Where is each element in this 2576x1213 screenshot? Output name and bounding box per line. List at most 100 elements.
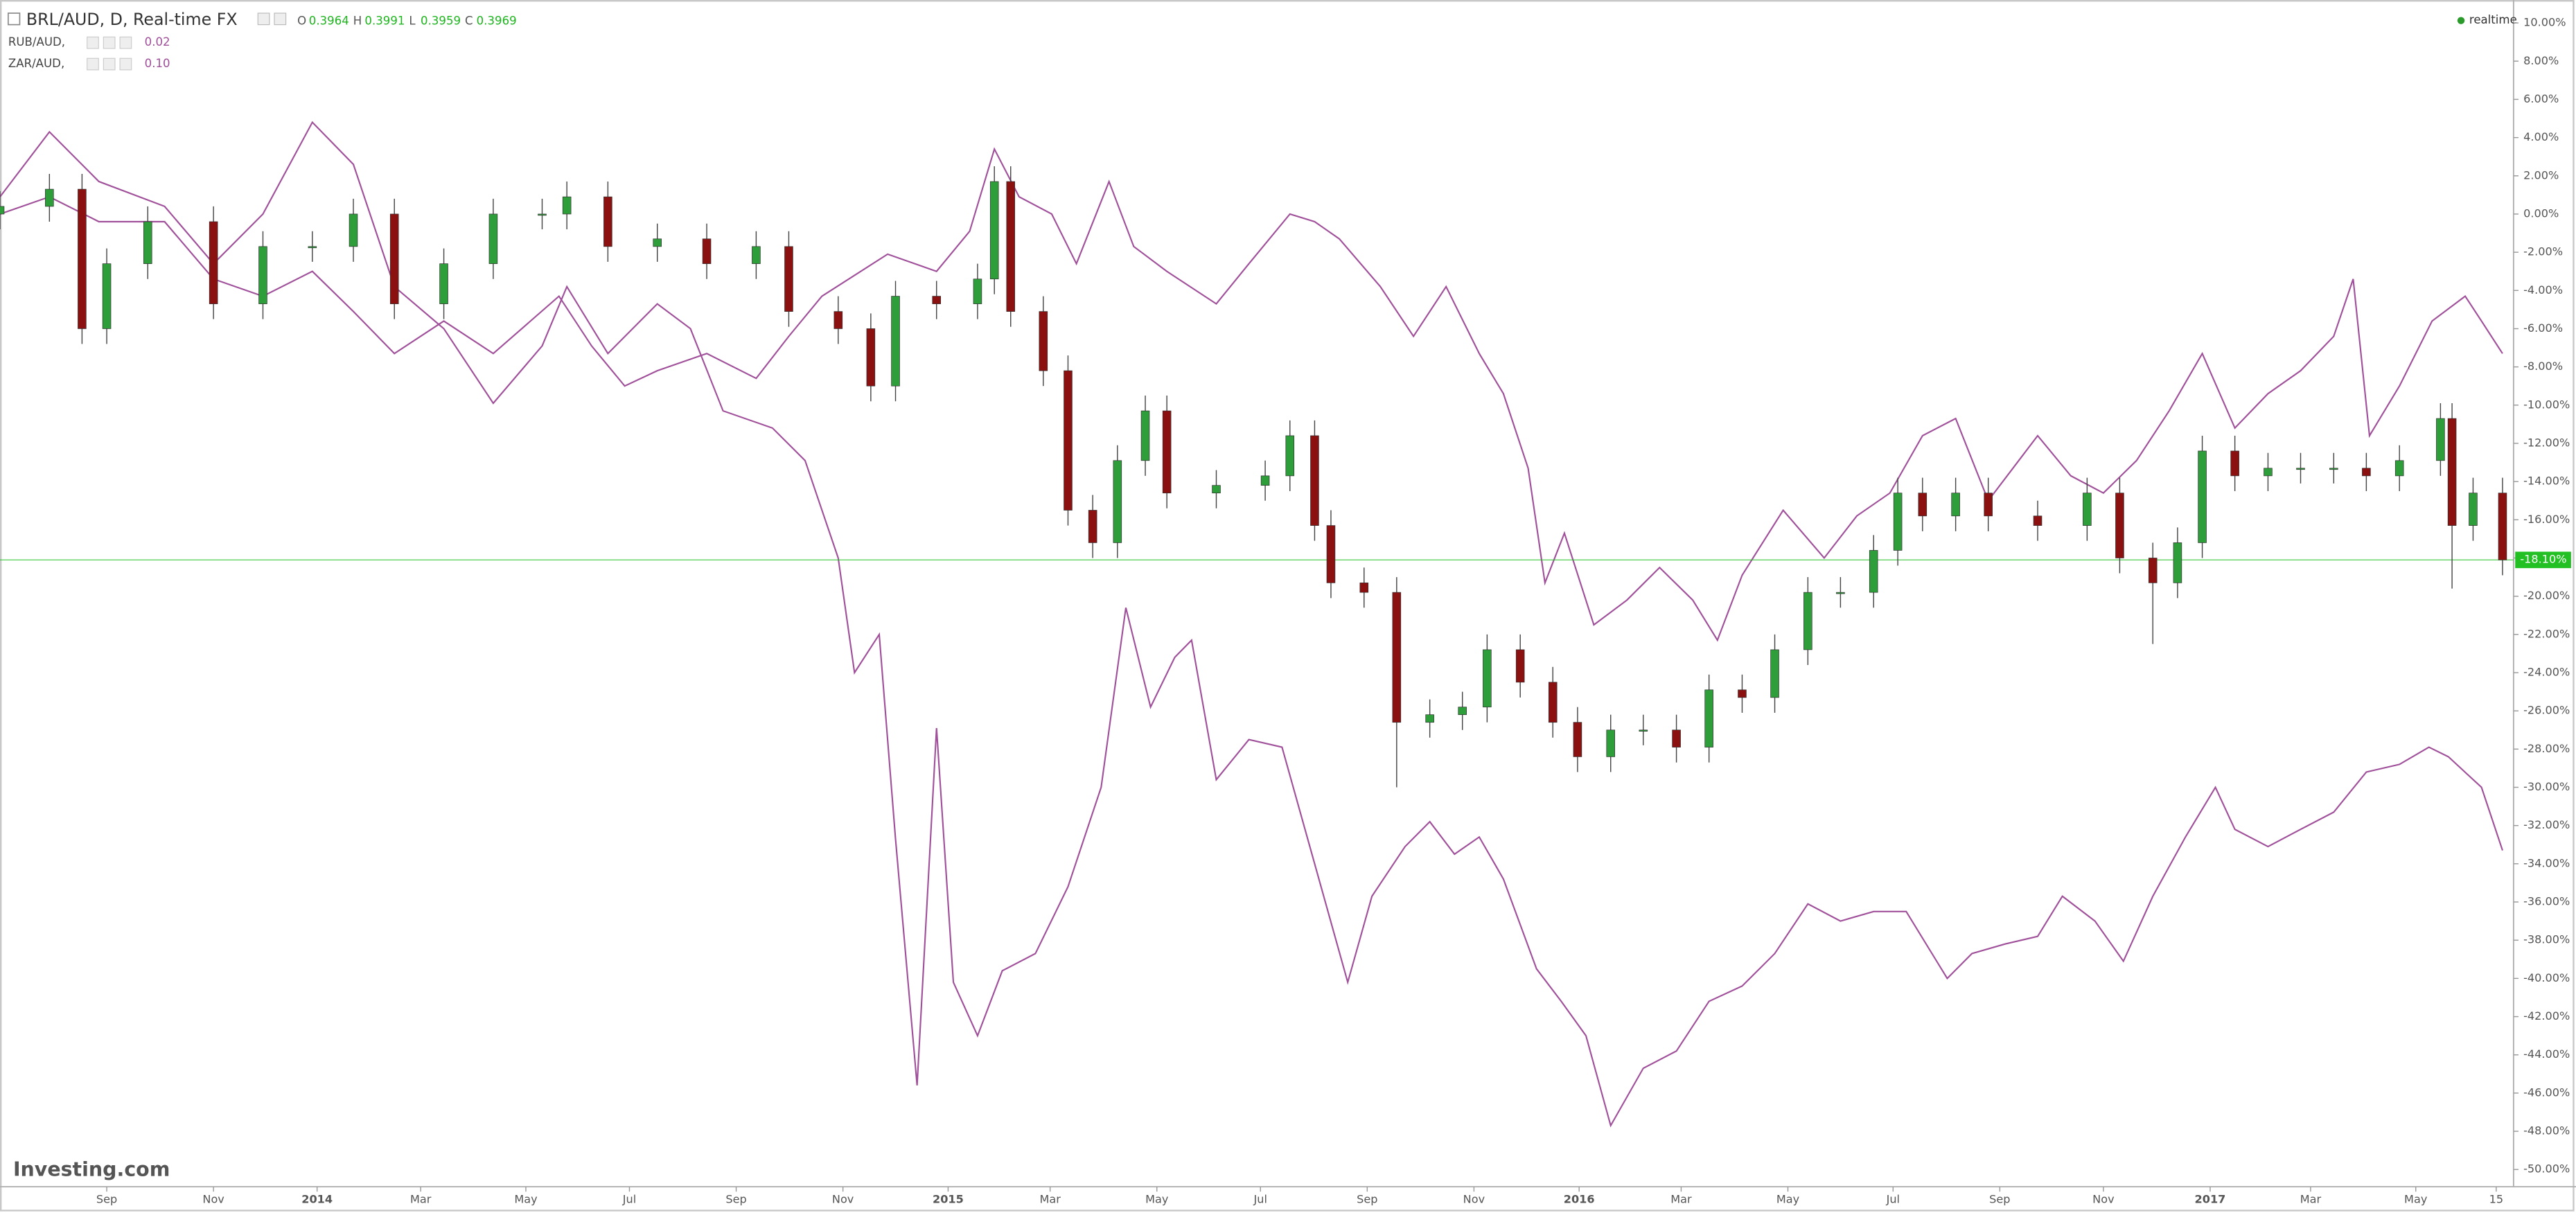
candle-body: [702, 238, 712, 265]
candle-body: [2296, 468, 2305, 470]
y-tick-label: 4.00%: [2523, 130, 2559, 143]
legend-icon: [87, 57, 99, 71]
x-tick-label: Sep: [1357, 1193, 1377, 1206]
x-tick-label: 2017: [2195, 1193, 2226, 1206]
candle-body: [1951, 493, 1960, 517]
settings-icon[interactable]: [257, 12, 270, 26]
candle-body: [1918, 493, 1927, 517]
candle-body: [488, 213, 498, 265]
candle-body: [1548, 682, 1558, 723]
candle-body: [1639, 729, 1648, 732]
x-tick-label: Nov: [2092, 1193, 2115, 1206]
x-tick-label: 2014: [301, 1193, 333, 1206]
y-tick-label: -44.00%: [2523, 1047, 2570, 1061]
candle-body: [2394, 460, 2404, 477]
realtime-status: realtime: [2469, 13, 2517, 26]
candle-body: [2469, 493, 2478, 526]
last-value-tag: [2515, 551, 2571, 569]
candle-body: [1573, 722, 1582, 757]
x-tick-label: May: [1776, 1193, 1800, 1206]
candle-body: [439, 263, 448, 304]
candle-body: [349, 213, 358, 247]
quote-name: H: [353, 14, 362, 27]
candle-body: [1836, 592, 1845, 594]
quote-value: 0.3959: [421, 14, 461, 27]
y-tick-label: -48.00%: [2523, 1124, 2570, 1137]
candle-body: [2230, 450, 2239, 477]
candle-body: [1392, 592, 1402, 723]
legend-icon: [119, 36, 132, 49]
legend-value: 0.02: [145, 35, 170, 48]
candle-body: [143, 221, 152, 265]
x-tick-label: Mar: [410, 1193, 432, 1206]
candle-body: [45, 188, 54, 207]
candle-body: [603, 196, 612, 247]
candle-body: [1039, 311, 1048, 371]
y-tick-label: 0.00%: [2523, 206, 2559, 220]
quote-name: L: [409, 14, 416, 27]
x-tick-label: May: [1145, 1193, 1169, 1206]
x-tick-label: Jul: [1886, 1193, 1900, 1206]
candle-body: [2498, 493, 2507, 560]
y-tick-label: -12.00%: [2523, 436, 2570, 449]
candle-body: [538, 213, 547, 216]
collapse-icon[interactable]: [8, 12, 21, 26]
candle-body: [258, 246, 267, 304]
candle-body: [1359, 582, 1369, 593]
y-tick-label: 6.00%: [2523, 92, 2559, 105]
candle-body: [0, 206, 5, 215]
x-tick-label: Sep: [725, 1193, 746, 1206]
candle-body: [989, 181, 999, 280]
quote-value: 0.3991: [364, 14, 405, 27]
x-tick-label: May: [514, 1193, 538, 1206]
y-tick-label: -20.00%: [2523, 589, 2570, 602]
candle-body: [2436, 418, 2445, 461]
candle-body: [973, 278, 982, 304]
quote-value: 0.3969: [477, 14, 517, 27]
candle-body: [78, 188, 87, 329]
candle-body: [2264, 468, 2273, 477]
candle-body: [2083, 493, 2092, 526]
x-tick-label: Mar: [1039, 1193, 1061, 1206]
candle-body: [1064, 370, 1073, 511]
y-tick-label: -22.00%: [2523, 627, 2570, 640]
y-tick-label: -4.00%: [2523, 283, 2563, 296]
legend-icon: [87, 36, 99, 49]
hide-icon[interactable]: [274, 12, 287, 26]
brand-logo: Investing.com: [13, 1158, 170, 1180]
candle-body: [2173, 542, 2182, 583]
x-tick-label: Jul: [1253, 1193, 1267, 1206]
quote-value: 0.3964: [309, 14, 349, 27]
x-tick-label: Mar: [1670, 1193, 1692, 1206]
y-tick-label: -42.00%: [2523, 1009, 2570, 1022]
candle-body: [1770, 649, 1779, 698]
candle-body: [2447, 418, 2457, 526]
candle-body: [1425, 714, 1434, 723]
overlay-line: [0, 121, 2503, 1128]
y-tick-label: -46.00%: [2523, 1086, 2570, 1099]
quote-name: C: [465, 14, 473, 27]
candle-body: [1515, 649, 1525, 683]
legend-icon: [103, 36, 116, 49]
candle-body: [1738, 689, 1747, 698]
candle-body: [562, 196, 572, 215]
y-tick-label: -28.00%: [2523, 742, 2570, 755]
y-tick-label: -14.00%: [2523, 475, 2570, 488]
candle-body: [1869, 550, 1878, 593]
candle-body: [1088, 510, 1097, 543]
candle-body: [102, 263, 112, 329]
x-tick-label: Nov: [202, 1193, 224, 1206]
legend-name: RUB/AUD,: [8, 35, 65, 48]
candle-body: [1310, 435, 1319, 526]
candle-body: [1113, 460, 1122, 543]
candle-body: [1260, 475, 1270, 486]
x-tick-label: Mar: [2300, 1193, 2322, 1206]
candle-body: [1458, 707, 1467, 716]
y-tick-label: -2.00%: [2523, 245, 2563, 258]
y-tick-label: -32.00%: [2523, 818, 2570, 831]
candle-body: [1893, 493, 1903, 551]
candle-body: [2115, 493, 2124, 558]
candle-body: [2033, 515, 2043, 526]
